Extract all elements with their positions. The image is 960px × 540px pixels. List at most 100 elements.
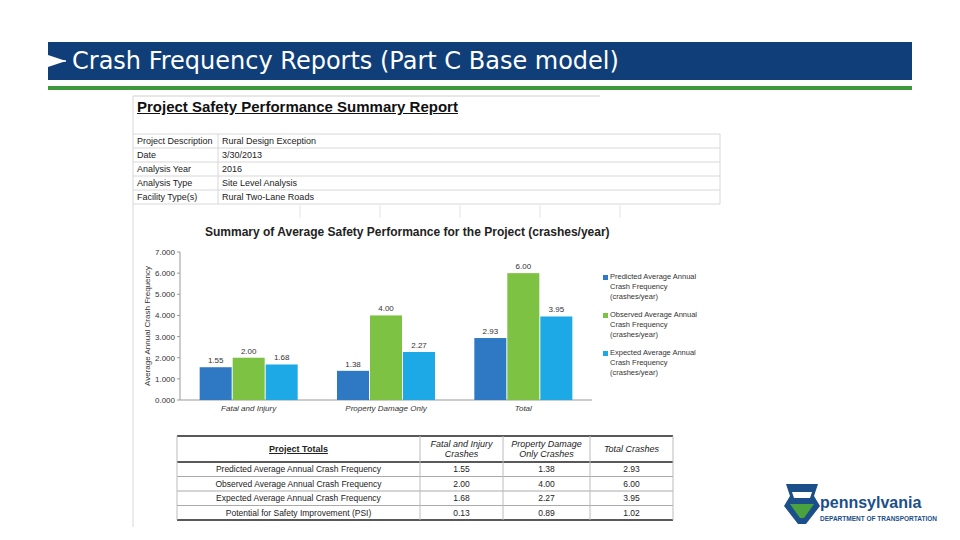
table-cell: 1.38 bbox=[503, 462, 590, 477]
table-row-label: Potential for Safety Improvement (PSI) bbox=[177, 506, 420, 521]
table-lines bbox=[0, 0, 960, 540]
bar bbox=[233, 358, 265, 400]
data-labels: 1.55 2.00 1.68 1.38 4.00 2.27 2.93 6.00 3.95 bbox=[208, 262, 565, 369]
table-cell: 3.95 bbox=[590, 491, 673, 506]
keystone-stripe bbox=[792, 492, 812, 498]
table-header: Project Totals bbox=[177, 436, 420, 462]
table-rule bbox=[177, 435, 673, 437]
logo-keystone bbox=[784, 482, 824, 526]
y-axis bbox=[180, 252, 181, 400]
data-label: 6.00 bbox=[516, 262, 532, 271]
data-label: 3.95 bbox=[549, 305, 565, 314]
y-tick-label: 6.000 bbox=[155, 269, 176, 278]
info-value: 3/30/2013 bbox=[222, 149, 262, 161]
table-col-line bbox=[590, 436, 591, 520]
report-title: Project Safety Performance Summary Repor… bbox=[137, 98, 458, 115]
sheet-line bbox=[133, 162, 720, 163]
header-rule bbox=[48, 86, 912, 90]
bar bbox=[266, 364, 298, 400]
y-tick-label: 2.000 bbox=[155, 354, 176, 363]
table-rule bbox=[177, 505, 673, 506]
table-cell: 2.00 bbox=[420, 477, 503, 492]
logo-subtitle: DEPARTMENT OF TRANSPORTATION bbox=[820, 515, 937, 522]
info-label: Analysis Type bbox=[137, 177, 192, 189]
data-label: 1.55 bbox=[208, 356, 224, 365]
sheet-line bbox=[133, 176, 720, 177]
sheet-line bbox=[380, 205, 381, 218]
legend-item: Expected Average Annual Crash Frequency … bbox=[603, 348, 715, 386]
table-rule bbox=[177, 476, 673, 477]
keystone-accent bbox=[790, 504, 814, 518]
legend-label: Predicted Average Annual Crash Frequency… bbox=[610, 272, 710, 302]
table-cell: 0.89 bbox=[503, 506, 590, 521]
table-cell: 4.00 bbox=[503, 477, 590, 492]
sheet-line bbox=[300, 205, 301, 218]
y-tick-label: 0.000 bbox=[155, 396, 176, 405]
table-header: Total Crashes bbox=[590, 436, 673, 462]
chart: 0.000 1.000 2.000 3.000 4.000 5.000 6.000 7.000… bbox=[0, 0, 960, 540]
table-cell: 1.68 bbox=[420, 491, 503, 506]
data-label: 1.68 bbox=[274, 353, 290, 362]
table-row-label: Observed Average Annual Crash Frequency bbox=[177, 477, 420, 492]
keystone bbox=[784, 484, 820, 524]
bar bbox=[540, 316, 572, 400]
info-label: Analysis Year bbox=[137, 163, 191, 175]
sheet-line bbox=[133, 96, 600, 97]
y-tick-label: 4.000 bbox=[155, 311, 176, 320]
table-row-label: Predicted Average Annual Crash Frequency bbox=[177, 462, 420, 477]
table-cell: 1.55 bbox=[420, 462, 503, 477]
table-col-line bbox=[177, 436, 178, 520]
sheet-line bbox=[218, 134, 219, 204]
sheet-line bbox=[133, 190, 720, 191]
info-value: 2016 bbox=[222, 163, 242, 175]
y-tick-label: 7.000 bbox=[155, 248, 176, 257]
data-label: 1.38 bbox=[345, 360, 361, 369]
info-label: Date bbox=[137, 149, 156, 161]
sheet-line bbox=[133, 148, 720, 149]
y-tick-label: 1.000 bbox=[155, 375, 176, 384]
sheet-line bbox=[720, 134, 721, 204]
table-cell: 0.13 bbox=[420, 506, 503, 521]
data-label: 2.00 bbox=[241, 347, 257, 356]
x-tick-label: Property Damage Only bbox=[345, 404, 427, 413]
table-row-label: Expected Average Annual Crash Frequency bbox=[177, 491, 420, 506]
x-tick-label: Total bbox=[515, 404, 532, 413]
table-header: Property Damage Only Crashes bbox=[503, 436, 590, 462]
legend-swatch bbox=[603, 275, 608, 280]
table-col-line bbox=[503, 436, 504, 520]
bars bbox=[200, 273, 573, 400]
data-label: 2.93 bbox=[483, 327, 499, 336]
logo-name: pennsylvania bbox=[820, 494, 921, 512]
y-axis-label: Average Annual Crash Frequency bbox=[143, 266, 152, 386]
header-bar bbox=[48, 42, 912, 80]
legend: Predicted Average Annual Crash Frequency… bbox=[603, 272, 715, 386]
table-rule bbox=[177, 519, 673, 521]
bar bbox=[200, 367, 232, 400]
legend-label: Observed Average Annual Crash Frequency … bbox=[610, 310, 710, 340]
legend-label: Expected Average Annual Crash Frequency … bbox=[610, 348, 710, 378]
y-tick-label: 5.000 bbox=[155, 290, 176, 299]
slide-title: Crash Frequency Reports (Part C Base mod… bbox=[72, 45, 619, 77]
data-label: 4.00 bbox=[378, 304, 394, 313]
legend-swatch bbox=[603, 351, 608, 356]
chart-title: Summary of Average Safety Performance fo… bbox=[205, 225, 610, 239]
bar bbox=[370, 315, 402, 400]
sheet-line bbox=[620, 205, 621, 218]
header-arrow bbox=[48, 55, 66, 67]
table-col-line bbox=[420, 436, 421, 520]
table-cell: 6.00 bbox=[590, 477, 673, 492]
data-label: 2.27 bbox=[411, 341, 427, 350]
legend-item: Observed Average Annual Crash Frequency … bbox=[603, 310, 715, 348]
y-tick-label: 3.000 bbox=[155, 333, 176, 342]
sheet-line bbox=[540, 205, 541, 218]
bar bbox=[337, 371, 369, 400]
table-header: Fatal and Injury Crashes bbox=[420, 436, 503, 462]
table-rule bbox=[177, 461, 673, 463]
sheet-line bbox=[133, 96, 134, 527]
sheet-line bbox=[460, 205, 461, 218]
bar bbox=[474, 338, 506, 400]
info-label: Project Description bbox=[137, 135, 213, 147]
sheet-line bbox=[133, 204, 720, 205]
bar bbox=[507, 273, 539, 400]
sheet-line bbox=[133, 134, 720, 135]
